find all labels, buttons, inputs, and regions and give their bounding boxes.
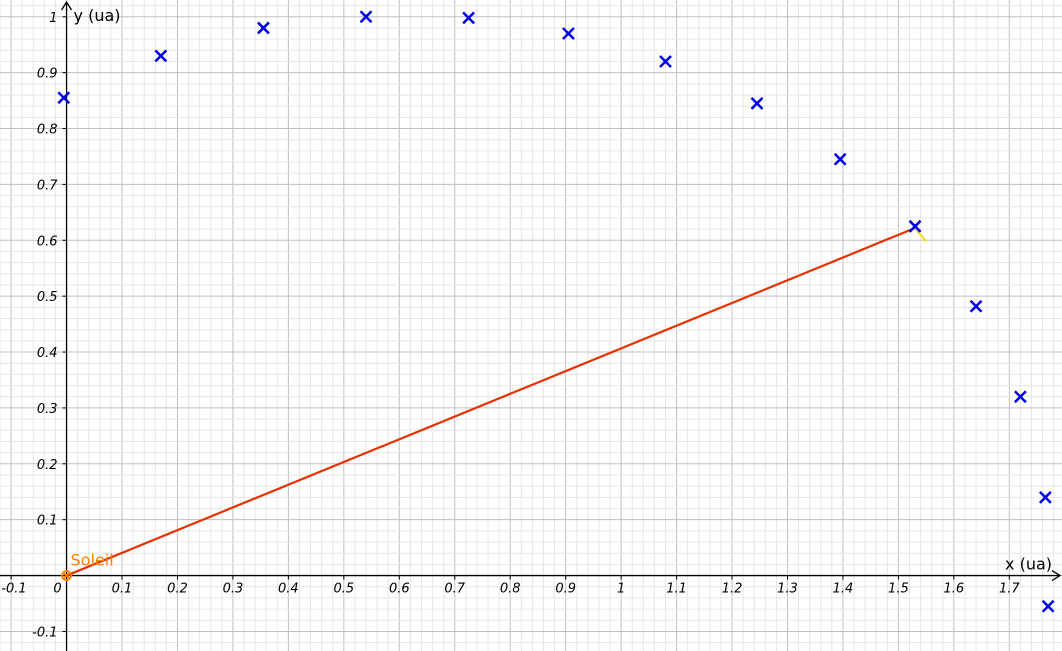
x-tick-label: 0.4 xyxy=(278,582,299,597)
x-tick-label: 0.5 xyxy=(333,582,354,597)
x-axis-label: x (ua) xyxy=(1005,555,1052,574)
y-tick-label: 0.6 xyxy=(37,234,58,249)
data-point xyxy=(908,219,922,233)
x-tick-label: 1.1 xyxy=(666,582,687,597)
x-tick-label: 1.4 xyxy=(833,582,854,597)
data-point xyxy=(462,11,475,25)
y-tick-label: 0.1 xyxy=(37,514,58,529)
y-tick-label: 1 xyxy=(49,11,57,26)
data-points xyxy=(57,10,1055,613)
x-tick-label: -0.1 xyxy=(1,582,26,597)
x-tick-label: 1.5 xyxy=(888,582,909,597)
y-tick-label: 0.4 xyxy=(37,346,58,361)
sun-vector xyxy=(66,226,928,577)
x-tick-label: 0.1 xyxy=(112,582,133,597)
sun-point xyxy=(61,570,72,581)
data-point xyxy=(969,299,983,313)
x-tick-label: 1 xyxy=(617,582,625,597)
data-point xyxy=(562,27,575,40)
x-tick-label: 1.3 xyxy=(777,582,798,597)
y-axis-arrow xyxy=(60,0,73,11)
y-tick-label: 0.3 xyxy=(37,402,58,417)
x-tick-label: 1.6 xyxy=(944,582,965,597)
x-tick-label: 0.7 xyxy=(444,582,465,597)
data-point xyxy=(1041,599,1055,613)
data-point xyxy=(359,10,373,24)
sun-marker xyxy=(61,570,72,581)
y-tick-label: 0.7 xyxy=(37,178,58,193)
sun-to-point-line xyxy=(66,226,916,577)
y-tick-label: 0.9 xyxy=(37,67,58,82)
data-point xyxy=(1038,490,1052,504)
data-point xyxy=(833,152,847,166)
y-tick-label: 0.5 xyxy=(37,290,58,305)
x-tick-label: 0.9 xyxy=(555,582,576,597)
x-tick-label: 1.2 xyxy=(722,582,743,597)
x-tick-label: 0.6 xyxy=(389,582,410,597)
x-tick-label: 0.3 xyxy=(223,582,244,597)
y-tick-label: 0.8 xyxy=(37,123,58,138)
data-point xyxy=(154,49,168,63)
data-point xyxy=(257,21,270,35)
data-point xyxy=(57,91,71,105)
data-point xyxy=(659,55,672,68)
tick-labels: -0.1 0 0.1 0.2 0.3 0.4 0.5 0.6 0.7 0.8 0.9 1 1.1 1.2 1… xyxy=(1,11,1020,641)
x-axis-arrow xyxy=(1051,570,1062,582)
highlight-segment xyxy=(914,227,928,243)
x-tick-label: 0.8 xyxy=(500,582,521,597)
x-tick-label: 1.7 xyxy=(999,582,1020,597)
y-tick-label: -0.1 xyxy=(32,625,57,640)
data-point xyxy=(750,96,764,110)
data-point xyxy=(1014,390,1027,404)
x-tick-label: 0.2 xyxy=(167,582,188,597)
y-tick-label: 0.2 xyxy=(37,458,58,473)
sun-label: Soleil xyxy=(71,551,114,570)
y-axis-label: y (ua) xyxy=(74,6,121,25)
x-tick-label: 0 xyxy=(53,582,61,597)
